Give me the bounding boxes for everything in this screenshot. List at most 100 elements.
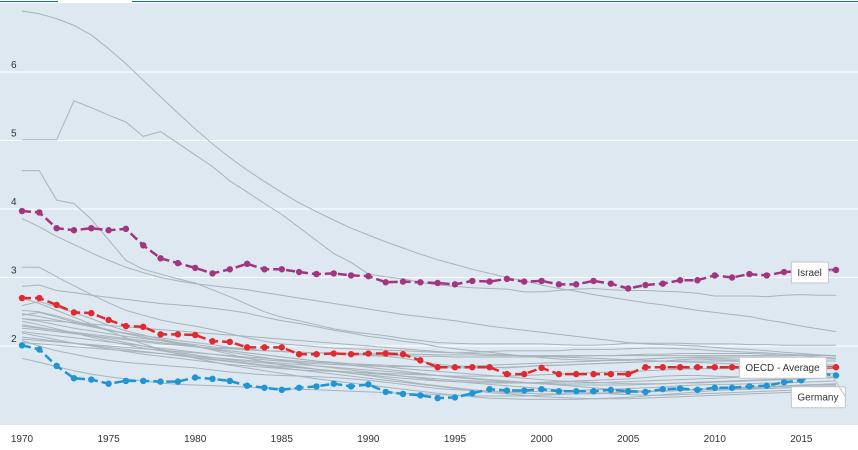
- germany-point[interactable]: [157, 378, 164, 385]
- israel-point[interactable]: [226, 266, 234, 273]
- country-line-22[interactable]: [21, 325, 837, 386]
- israel-point[interactable]: [503, 275, 511, 283]
- oecd-average-point[interactable]: [347, 351, 355, 358]
- israel-point[interactable]: [157, 255, 164, 262]
- germany-point[interactable]: [417, 392, 424, 399]
- oecd-average-point[interactable]: [191, 331, 199, 339]
- germany-point[interactable]: [295, 384, 303, 391]
- oecd-average-point[interactable]: [261, 344, 268, 351]
- germany-point[interactable]: [590, 388, 597, 395]
- oecd-average-point[interactable]: [399, 351, 407, 358]
- israel-point[interactable]: [434, 279, 441, 287]
- israel-point[interactable]: [763, 272, 770, 279]
- series-israel[interactable]: [18, 207, 840, 292]
- israel-point[interactable]: [313, 270, 320, 278]
- oecd-average-point[interactable]: [503, 370, 511, 378]
- israel-point[interactable]: [780, 268, 788, 276]
- germany-point[interactable]: [538, 385, 545, 393]
- oecd-average-point[interactable]: [573, 370, 580, 378]
- germany-point[interactable]: [278, 386, 285, 394]
- israel-point[interactable]: [36, 209, 43, 216]
- oecd-average-point[interactable]: [659, 364, 667, 371]
- israel-point[interactable]: [555, 281, 563, 288]
- oecd-average-point[interactable]: [607, 370, 615, 378]
- germany-point[interactable]: [607, 386, 615, 394]
- country-line-1[interactable]: [21, 10, 837, 333]
- germany-point[interactable]: [365, 381, 372, 388]
- germany-point[interactable]: [486, 385, 493, 393]
- oecd-average-point[interactable]: [330, 350, 337, 357]
- germany-point[interactable]: [261, 384, 268, 391]
- oecd-average-point[interactable]: [70, 309, 78, 316]
- country-line-3[interactable]: [22, 170, 836, 346]
- israel-point[interactable]: [451, 281, 459, 288]
- israel-point[interactable]: [521, 278, 528, 285]
- germany-point[interactable]: [174, 378, 182, 385]
- callout-germany[interactable]: Germany: [790, 375, 846, 409]
- germany-point[interactable]: [694, 386, 701, 394]
- germany-point[interactable]: [728, 384, 736, 391]
- germany-point[interactable]: [122, 377, 130, 385]
- oecd-average-point[interactable]: [36, 294, 43, 302]
- israel-point[interactable]: [469, 277, 476, 285]
- israel-point[interactable]: [538, 277, 545, 285]
- oecd-average-point[interactable]: [832, 364, 840, 371]
- germany-point[interactable]: [209, 375, 216, 383]
- germany-point[interactable]: [469, 390, 476, 397]
- germany-point[interactable]: [18, 342, 26, 349]
- germany-point[interactable]: [243, 382, 251, 389]
- country-line-18[interactable]: [21, 331, 837, 368]
- israel-point[interactable]: [88, 224, 95, 232]
- oecd-average-point[interactable]: [313, 351, 320, 358]
- country-line-9[interactable]: [21, 340, 837, 393]
- israel-point[interactable]: [676, 277, 684, 284]
- germany-point[interactable]: [711, 384, 718, 391]
- israel-point[interactable]: [642, 281, 649, 289]
- germany-point[interactable]: [659, 385, 667, 393]
- oecd-average-point[interactable]: [295, 351, 303, 358]
- oecd-average-point[interactable]: [278, 344, 285, 351]
- oecd-average-point[interactable]: [711, 364, 718, 371]
- israel-point[interactable]: [140, 242, 147, 249]
- country-line-24[interactable]: [21, 336, 837, 400]
- germany-point[interactable]: [780, 379, 788, 386]
- country-line-6[interactable]: [21, 284, 837, 362]
- oecd-average-point[interactable]: [642, 364, 649, 371]
- germany-point[interactable]: [676, 385, 684, 392]
- series-oecd-average[interactable]: [18, 294, 840, 378]
- oecd-average-point[interactable]: [538, 364, 545, 372]
- germany-point[interactable]: [226, 377, 234, 385]
- germany-point[interactable]: [434, 394, 441, 402]
- israel-point[interactable]: [728, 274, 736, 281]
- israel-point[interactable]: [105, 227, 112, 234]
- germany-point[interactable]: [832, 372, 840, 379]
- germany-point[interactable]: [399, 390, 407, 398]
- israel-point[interactable]: [174, 259, 182, 267]
- israel-point[interactable]: [365, 272, 372, 280]
- oecd-average-point[interactable]: [434, 364, 441, 371]
- israel-point[interactable]: [746, 270, 753, 278]
- israel-point[interactable]: [122, 225, 130, 233]
- germany-point[interactable]: [642, 388, 649, 396]
- israel-point[interactable]: [659, 280, 667, 287]
- germany-point[interactable]: [503, 387, 511, 394]
- oecd-average-point[interactable]: [18, 294, 26, 302]
- israel-point[interactable]: [486, 278, 493, 285]
- oecd-average-point[interactable]: [521, 370, 528, 378]
- israel-point[interactable]: [295, 268, 303, 276]
- callout-oecd-average[interactable]: OECD - Average: [738, 356, 832, 379]
- israel-point[interactable]: [382, 279, 389, 286]
- israel-point[interactable]: [590, 277, 597, 285]
- oecd-average-point[interactable]: [676, 364, 684, 371]
- oecd-average-point[interactable]: [451, 364, 459, 371]
- callout-israel[interactable]: Israel: [790, 261, 833, 284]
- country-line-14[interactable]: [21, 327, 836, 357]
- germany-point[interactable]: [573, 388, 580, 395]
- oecd-average-point[interactable]: [555, 370, 563, 378]
- israel-point[interactable]: [399, 278, 407, 285]
- germany-point[interactable]: [624, 388, 632, 395]
- oecd-average-point[interactable]: [728, 364, 736, 371]
- israel-point[interactable]: [694, 277, 701, 284]
- israel-point[interactable]: [347, 272, 355, 279]
- germany-point[interactable]: [382, 388, 389, 396]
